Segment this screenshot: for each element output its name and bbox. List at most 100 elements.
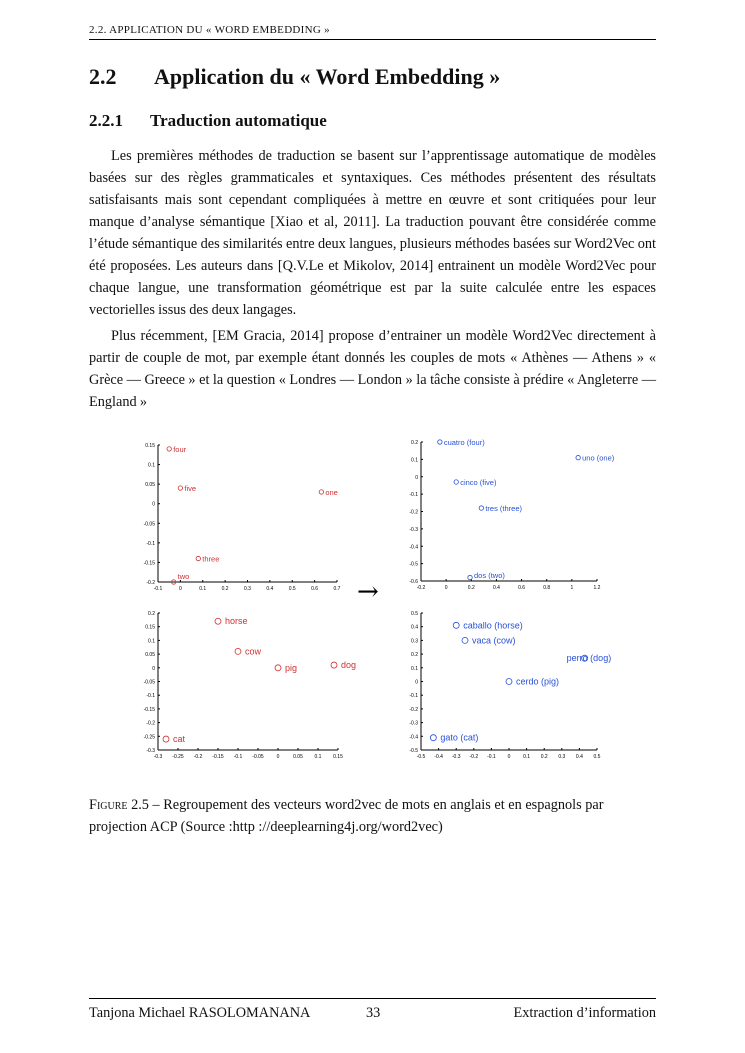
subsection-title: Traduction automatique [150, 111, 327, 130]
figure-caption: Figure 2.5 – Regroupement des vecteurs w… [89, 794, 656, 839]
y-tick-label: -0.3 [409, 527, 418, 533]
x-tick-label: -0.15 [212, 754, 224, 760]
arrow: → [357, 577, 379, 607]
running-header: 2.2. APPLICATION DU « WORD EMBEDDING » [89, 24, 656, 40]
y-tick-label: 0.1 [148, 463, 155, 469]
data-point [274, 664, 282, 672]
y-tick-label: 0.15 [145, 443, 155, 449]
point-label: cinco (five) [460, 478, 497, 487]
x-tick-label: 1.2 [594, 585, 601, 591]
data-point [318, 489, 324, 495]
x-tick-label: 0 [508, 754, 511, 760]
x-tick-label: 0.1 [315, 754, 322, 760]
y-tick-label: -0.6 [409, 579, 418, 585]
x-tick-label: 0.1 [523, 754, 530, 760]
x-tick-label: 0.2 [541, 754, 548, 760]
data-point [177, 485, 183, 491]
x-tick-label: -0.1 [487, 754, 496, 760]
point-label: perro (dog) [567, 653, 612, 663]
x-tick-label: 0.5 [594, 754, 601, 760]
page-footer: Tanjona Michael RASOLOMANANA 33 Extracti… [89, 998, 656, 1022]
point-label: cuatro (four) [444, 438, 485, 447]
x-tick-label: 0 [445, 585, 448, 591]
x-tick-label: -0.25 [172, 754, 184, 760]
y-tick-label: -0.1 [146, 693, 155, 699]
y-tick-label: -0.3 [146, 748, 155, 754]
data-point [453, 479, 459, 485]
data-point [330, 661, 338, 669]
y-tick-label: -0.2 [409, 707, 418, 713]
y-tick-label: 0.05 [145, 482, 155, 488]
caption-text: – Regroupement des vecteurs word2vec de … [89, 797, 604, 836]
y-tick-label: 0.2 [148, 611, 155, 617]
y-tick-label: 0 [152, 666, 155, 672]
scatter-plot-3: -0.3 -0.25 -0.2 -0.15 -0.1 -0.05 0 0.05 0.1 0.15 0… [144, 611, 356, 760]
y-tick-label: -0.2 [409, 510, 418, 516]
point-label: cerdo (pig) [516, 677, 559, 687]
data-point [437, 439, 443, 445]
data-point [162, 735, 170, 743]
x-tick-label: 0 [277, 754, 280, 760]
y-tick-label: 0.1 [411, 457, 418, 463]
data-point [214, 617, 222, 625]
x-tick-label: -0.2 [194, 754, 203, 760]
x-tick-label: -0.5 [417, 754, 426, 760]
y-tick-label: -0.05 [144, 680, 156, 686]
data-point [452, 621, 460, 629]
y-tick-label: -0.1 [409, 492, 418, 498]
y-tick-label: -0.05 [144, 521, 156, 527]
y-tick-label: 0.5 [411, 611, 418, 617]
point-label: uno (one) [582, 454, 615, 463]
scatter-plot-2: -0.2 0 0.2 0.4 0.6 0.8 1 1.2 0.2 0.1 0 -0.1 -0.2 -0.3… [409, 438, 614, 591]
point-label: gato (cat) [440, 733, 478, 743]
x-tick-label: -0.2 [417, 585, 426, 591]
paragraph: Plus récemment, [EM Gracia, 2014] propos… [89, 328, 656, 410]
y-tick-label: -0.2 [146, 580, 155, 586]
point-label: horse [225, 616, 248, 626]
x-tick-label: -0.2 [469, 754, 478, 760]
point-label: five [184, 484, 196, 493]
y-tick-label: -0.15 [144, 707, 156, 713]
x-tick-label: -0.1 [234, 754, 243, 760]
x-tick-label: 0.8 [543, 585, 550, 591]
data-point [461, 636, 469, 644]
x-tick-label: 0.4 [266, 586, 273, 592]
x-tick-label: 0.15 [333, 754, 343, 760]
y-tick-label: -0.4 [409, 734, 418, 740]
point-label: one [325, 488, 338, 497]
y-tick-label: -0.5 [409, 748, 418, 754]
y-tick-label: -0.25 [144, 734, 156, 740]
point-label: two [178, 572, 190, 581]
y-tick-label: 0.1 [148, 638, 155, 644]
y-tick-label: 0.15 [145, 625, 155, 631]
data-point [429, 734, 437, 742]
point-label: dos (two) [474, 571, 505, 580]
x-tick-label: 0 [179, 586, 182, 592]
point-label: cow [245, 646, 262, 656]
point-label: pig [285, 663, 297, 673]
x-tick-label: 0.3 [244, 586, 251, 592]
body-text: Les premières méthodes de traduction se … [89, 145, 656, 413]
footer-chapter: Extraction d’information [513, 1005, 656, 1021]
data-point [478, 505, 484, 511]
data-point [234, 647, 242, 655]
y-tick-label: -0.4 [409, 544, 418, 550]
x-tick-label: 0.5 [289, 586, 296, 592]
y-tick-label: -0.15 [144, 560, 156, 566]
y-tick-label: -0.5 [409, 562, 418, 568]
x-tick-label: 0.6 [518, 585, 525, 591]
x-tick-label: 0.6 [311, 586, 318, 592]
x-tick-label: -0.4 [434, 754, 443, 760]
y-tick-label: 0.3 [411, 638, 418, 644]
x-tick-label: -0.3 [452, 754, 461, 760]
figure-label: Figure 2.5 [89, 797, 149, 813]
figure-scatter-plots: → -0.1 0 0.1 0.2 0.3 0.4 0.5 0.6 0.7 0.15 0.1 0.05 0… [144, 438, 615, 760]
point-label: dog [341, 660, 356, 670]
x-tick-label: 0.4 [576, 754, 583, 760]
scatter-plot-4: -0.5 -0.4 -0.3 -0.2 -0.1 0 0.1 0.2 0.3 0.4 0.5 0.5 0… [409, 611, 611, 760]
page-number: 33 [366, 1005, 381, 1021]
section-heading: 2.2 Application du « Word Embedding » [89, 64, 500, 90]
x-tick-label: -0.1 [154, 586, 163, 592]
y-tick-label: -0.1 [146, 541, 155, 547]
data-point [171, 579, 177, 585]
